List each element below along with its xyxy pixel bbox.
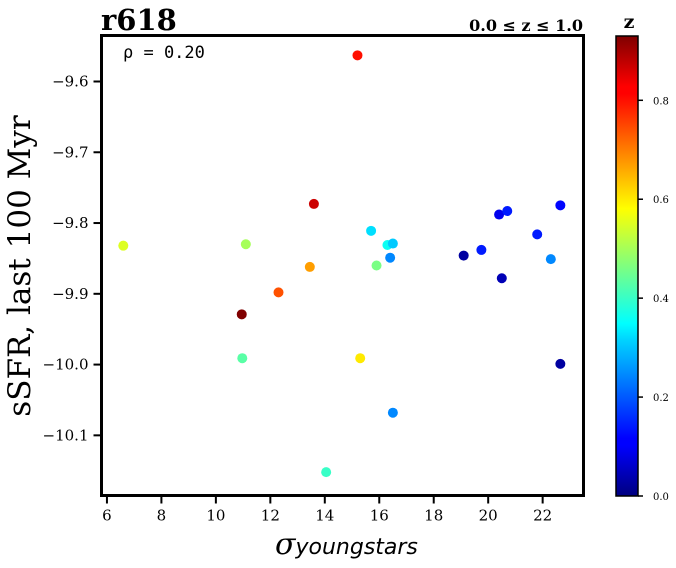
x-tick-label-6: 18 [424,507,443,525]
x-tick-label-4: 14 [315,507,334,525]
x-axis-label-sigma: σ [275,527,297,562]
data-point-17 [476,244,487,255]
x-axis: 6 8 10 12 14 16 18 20 22 [102,495,552,525]
data-point-19 [496,273,507,284]
colorbar-tick-label-0: 0.0 [653,492,669,503]
y-tick-label-0: −10.1 [43,426,89,444]
y-axis-label: sSFR, last 100 Myr [2,115,38,417]
colorbar-tick-label-4: 0.8 [653,96,669,107]
y-axis: −10.1 −10.0 −9.9 −9.8 −9.7 −9.6 [43,73,102,444]
y-tick-label-3: −9.8 [52,214,88,232]
data-point-23 [555,200,566,211]
x-tick-label-2: 10 [206,507,225,525]
data-point-10 [366,225,377,236]
colorbar-tick-label-2: 0.4 [653,294,669,305]
chart-title: r618 [101,3,177,37]
data-point-1 [236,309,247,320]
data-point-20 [502,206,513,217]
data-point-2 [237,353,248,364]
data-point-6 [308,198,319,209]
colorbar-tick-label-1: 0.2 [653,393,669,404]
data-point-16 [458,250,469,261]
x-axis-label: σyoungstars [275,527,418,562]
data-point-8 [352,50,363,61]
colorbar-tick-label-3: 0.6 [653,195,669,206]
colorbar [615,35,639,497]
x-tick-label-8: 22 [533,507,552,525]
x-tick-label-5: 16 [370,507,389,525]
data-point-21 [532,229,543,240]
y-tick-label-5: −9.6 [52,73,88,91]
chart-subtitle: 0.0 ≤ z ≤ 1.0 [469,16,583,35]
data-point-24 [555,358,566,369]
x-axis-label-subscript: youngstars [294,535,417,560]
x-tick-label-3: 12 [261,507,280,525]
x-tick-label-7: 20 [479,507,498,525]
data-point-3 [240,239,251,250]
colorbar-label: z [624,11,635,33]
data-point-22 [545,254,556,265]
y-tick-label-1: −10.0 [43,356,89,374]
plot-frame [100,34,585,497]
data-point-0 [118,240,129,251]
data-points [118,50,566,478]
data-point-5 [304,261,315,272]
y-tick-label-4: −9.7 [52,143,88,161]
data-point-4 [273,287,284,298]
data-point-11 [371,260,382,271]
correlation-annotation: ρ = 0.20 [123,43,205,63]
y-tick-label-2: −9.9 [52,285,88,303]
data-point-18 [494,209,505,220]
data-point-14 [387,238,398,249]
data-point-15 [387,407,398,418]
data-point-13 [385,252,396,263]
x-tick-label-1: 8 [157,507,167,525]
x-tick-label-0: 6 [102,507,112,525]
colorbar-ticks: 0.0 0.2 0.4 0.6 0.8 [638,96,669,503]
data-point-7 [321,467,332,478]
data-point-9 [355,353,366,364]
